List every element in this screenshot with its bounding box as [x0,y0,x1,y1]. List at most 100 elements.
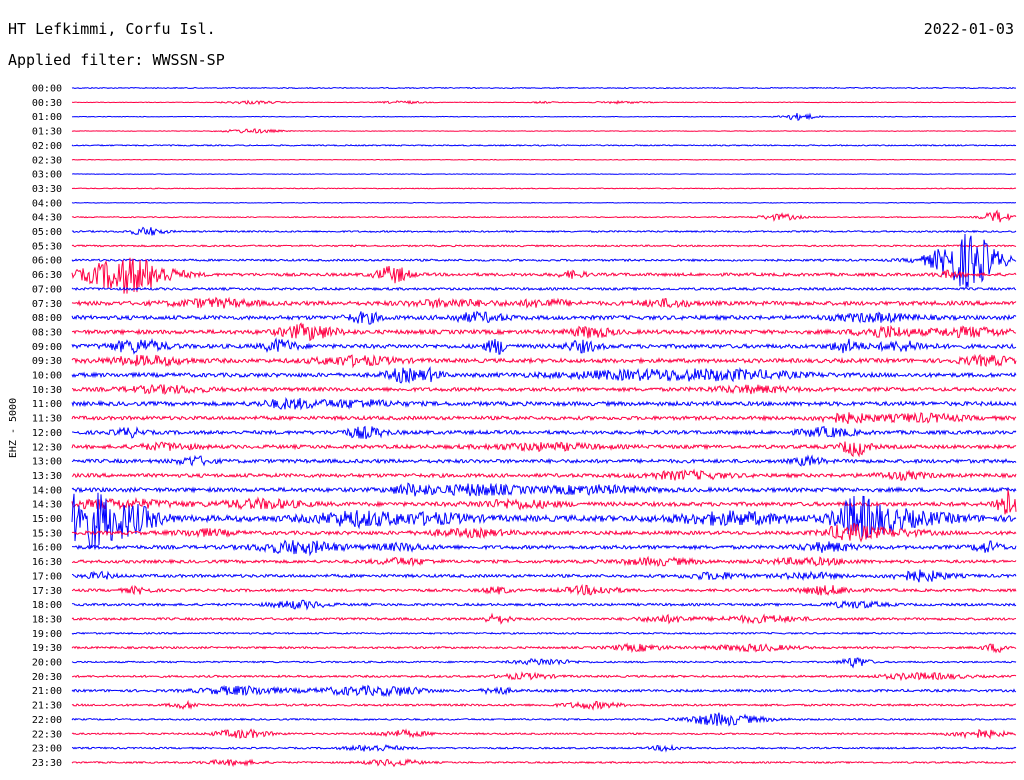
trace-line [71,612,1017,625]
time-tick-label: 18:30 [32,614,62,625]
trace-line [71,353,1017,369]
time-tick-label: 21:30 [32,701,62,712]
trace-line [71,234,1017,289]
trace-line [71,112,1017,121]
time-tick-label: 03:30 [32,184,62,195]
time-tick-label: 09:30 [32,356,62,367]
time-tick-label: 00:00 [32,84,62,95]
trace-line [71,337,1017,355]
time-tick-label: 06:00 [32,256,62,267]
trace-line [71,468,1017,482]
time-tick-label: 09:00 [32,342,62,353]
trace-line [71,522,1017,543]
time-tick-label: 19:30 [32,643,62,654]
time-tick-label: 03:00 [32,170,62,181]
trace-line [71,425,1017,440]
trace-line [71,128,1017,134]
trace-line [71,366,1017,384]
time-tick-label: 13:00 [32,457,62,468]
time-tick-label: 19:00 [32,629,62,640]
trace-line [71,86,1017,90]
time-tick-label: 01:00 [32,112,62,123]
time-tick-label: 17:00 [32,571,62,582]
time-tick-label: 23:00 [32,744,62,755]
time-tick-label: 04:30 [32,213,62,224]
filter-label: Applied filter: WWSSN-SP [8,51,225,69]
trace-line [71,743,1017,753]
time-tick-label: 14:00 [32,485,62,496]
trace-line [71,492,1017,550]
time-tick-label: 01:30 [32,127,62,138]
trace-line [71,99,1017,106]
time-tick-label: 23:30 [32,758,62,769]
time-tick-label: 12:30 [32,442,62,453]
trace-line [71,397,1017,411]
trace-line [71,158,1017,161]
trace-line [71,454,1017,467]
trace-line [71,583,1017,596]
trace-line [71,599,1017,611]
time-tick-label: 00:30 [32,98,62,109]
trace-line [71,489,1017,515]
y-axis-label: EHZ - 5000 [8,398,19,458]
trace-line [71,383,1017,396]
time-tick-label: 07:00 [32,284,62,295]
trace-line [71,296,1017,310]
time-tick-label: 11:30 [32,414,62,425]
trace-line [71,209,1017,223]
time-tick-label: 18:00 [32,600,62,611]
trace-line [71,310,1017,325]
time-tick-label: 16:30 [32,557,62,568]
time-tick-label: 02:30 [32,155,62,166]
time-tick-label: 12:00 [32,428,62,439]
trace-line [71,671,1017,682]
trace-line [71,699,1017,711]
time-tick-label: 08:30 [32,327,62,338]
time-tick-label: 11:00 [32,399,62,410]
trace-line [71,631,1017,635]
time-tick-label: 08:00 [32,313,62,324]
trace-line [71,728,1017,740]
time-tick-label: 15:00 [32,514,62,525]
time-tick-label: 17:30 [32,586,62,597]
trace-line [71,187,1017,190]
trace-line [71,286,1017,292]
trace-line [71,411,1017,425]
time-tick-label: 06:30 [32,270,62,281]
time-tick-label: 20:30 [32,672,62,683]
time-tick-label: 16:00 [32,543,62,554]
time-tick-label: 20:00 [32,658,62,669]
trace-line [71,569,1017,583]
trace-line [71,642,1017,654]
time-tick-label: 14:30 [32,500,62,511]
trace-line [71,144,1017,147]
time-tick-label: 02:00 [32,141,62,152]
trace-line [71,244,1017,248]
trace-line [71,441,1017,458]
time-tick-label: 05:30 [32,241,62,252]
trace-line [71,712,1017,727]
time-tick-label: 15:30 [32,528,62,539]
time-tick-label: 21:00 [32,686,62,697]
trace-line [71,539,1017,557]
time-tick-label: 05:00 [32,227,62,238]
trace-line [71,684,1017,698]
time-tick-label: 13:30 [32,471,62,482]
trace-line [71,322,1017,342]
time-tick-label: 22:30 [32,729,62,740]
trace-line [71,657,1017,669]
station-title: HT Lefkimmi, Corfu Isl. [8,20,216,38]
trace-line [71,201,1017,204]
record-date: 2022-01-03 [923,20,1014,38]
trace-line [71,226,1017,236]
trace-line [71,173,1017,175]
trace-line [71,758,1017,768]
time-tick-label: 07:30 [32,299,62,310]
trace-line [71,555,1017,568]
trace-line [71,257,1017,294]
time-tick-label: 22:00 [32,715,62,726]
time-tick-label: 04:00 [32,198,62,209]
trace-line [71,482,1017,497]
time-tick-label: 10:00 [32,371,62,382]
